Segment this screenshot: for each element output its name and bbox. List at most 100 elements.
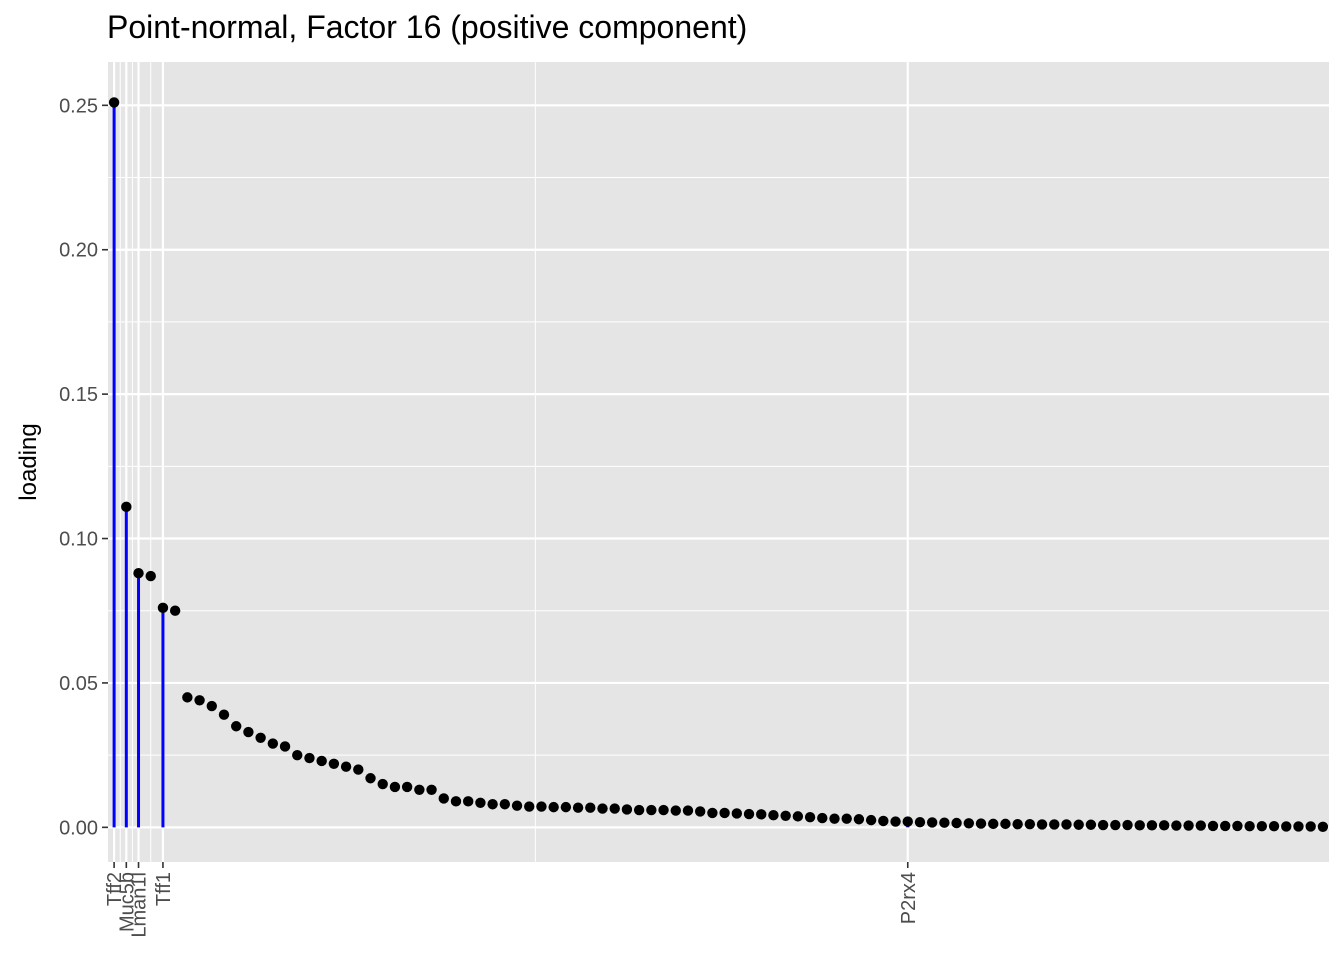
- data-point: [267, 738, 279, 749]
- data-point: [414, 784, 425, 795]
- data-point: [218, 709, 230, 720]
- data-point: [902, 816, 913, 827]
- y-tick-label: 0.20: [59, 240, 98, 262]
- data-point: [475, 797, 486, 808]
- data-point: [365, 773, 376, 784]
- data-point: [707, 807, 718, 819]
- data-point: [804, 812, 816, 823]
- data-point: [1232, 820, 1243, 832]
- data-point: [926, 817, 938, 828]
- data-point: [524, 801, 535, 812]
- data-point: [780, 810, 791, 821]
- data-point: [426, 784, 437, 795]
- y-tick-label: 0.10: [59, 529, 98, 551]
- data-point: [340, 761, 352, 772]
- data-point: [438, 793, 449, 804]
- data-point: [585, 802, 596, 813]
- data-point: [108, 97, 120, 108]
- data-point: [719, 807, 730, 819]
- data-point: [658, 804, 669, 816]
- highlight-segments: [112, 102, 910, 828]
- data-point: [1061, 819, 1072, 830]
- data-point: [206, 700, 217, 712]
- data-point: [951, 817, 962, 829]
- data-point: [243, 726, 254, 738]
- data-point: [328, 758, 340, 770]
- data-point: [975, 818, 987, 829]
- data-point: [1207, 820, 1219, 832]
- data-point: [914, 816, 926, 828]
- data-point: [939, 817, 950, 828]
- data-point: [389, 781, 401, 793]
- data-point: [182, 692, 193, 703]
- y-axis-title: loading: [15, 423, 42, 500]
- data-point: [1085, 819, 1097, 830]
- data-point: [353, 764, 364, 775]
- x-tick-label-tff2: Tff2: [104, 872, 126, 906]
- data-point: [792, 811, 804, 822]
- y-tick-label: 0.00: [59, 817, 98, 839]
- data-point: [768, 810, 779, 821]
- x-tick-label-p2rx4: P2rx4: [898, 872, 920, 924]
- data-point: [988, 818, 999, 830]
- data-point: [646, 804, 657, 816]
- data-point: [1134, 820, 1145, 831]
- data-point: [1024, 818, 1036, 830]
- y-tick-label: 0.15: [59, 384, 98, 406]
- data-point: [231, 721, 242, 732]
- data-point: [133, 567, 144, 579]
- data-point: [316, 755, 327, 767]
- data-point: [462, 796, 474, 807]
- data-point: [1171, 820, 1182, 831]
- y-tick-label: 0.05: [59, 673, 98, 695]
- chart-title: Point-normal, Factor 16 (positive compon…: [107, 9, 747, 45]
- data-point: [511, 800, 523, 811]
- y-axis: 0.00 0.05 0.10 0.15 0.20 0.25: [59, 95, 108, 839]
- data-point: [756, 809, 767, 820]
- data-point: [1158, 820, 1170, 831]
- data-point: [1183, 820, 1194, 831]
- data-point: [157, 602, 169, 614]
- data-point: [1049, 819, 1060, 830]
- data-point: [853, 814, 865, 825]
- y-tick-label: 0.25: [59, 95, 98, 117]
- data-point: [841, 813, 852, 824]
- data-point: [1256, 820, 1268, 832]
- data-point: [597, 803, 608, 814]
- data-point: [1281, 821, 1292, 832]
- data-point: [682, 805, 694, 816]
- data-point: [1195, 820, 1206, 831]
- data-points: [108, 97, 1329, 832]
- data-point: [1293, 821, 1304, 832]
- data-point: [878, 815, 889, 827]
- data-point: [865, 814, 877, 826]
- data-point: [621, 804, 633, 815]
- data-point: [279, 741, 291, 752]
- data-point: [890, 816, 901, 827]
- data-point: [255, 732, 266, 744]
- data-point: [194, 695, 205, 706]
- data-point: [694, 806, 706, 817]
- data-point: [487, 799, 498, 810]
- data-point: [450, 796, 462, 807]
- data-point: [572, 802, 584, 813]
- data-point: [560, 801, 572, 813]
- data-point: [377, 778, 388, 790]
- x-tick-label-lman1l: Lman1l: [129, 872, 151, 938]
- data-point: [401, 781, 413, 793]
- data-point: [145, 570, 156, 582]
- data-point: [1122, 819, 1133, 831]
- data-point: [1110, 819, 1121, 831]
- data-point: [1012, 818, 1023, 830]
- data-point: [548, 801, 559, 813]
- data-point: [1073, 819, 1084, 830]
- data-point: [1036, 819, 1048, 830]
- data-point: [817, 812, 828, 824]
- data-point: [1268, 820, 1280, 832]
- data-point: [1000, 818, 1011, 830]
- data-point: [1305, 821, 1316, 832]
- data-point: [1220, 820, 1231, 832]
- x-tick-label-tff1: Tff1: [153, 872, 175, 906]
